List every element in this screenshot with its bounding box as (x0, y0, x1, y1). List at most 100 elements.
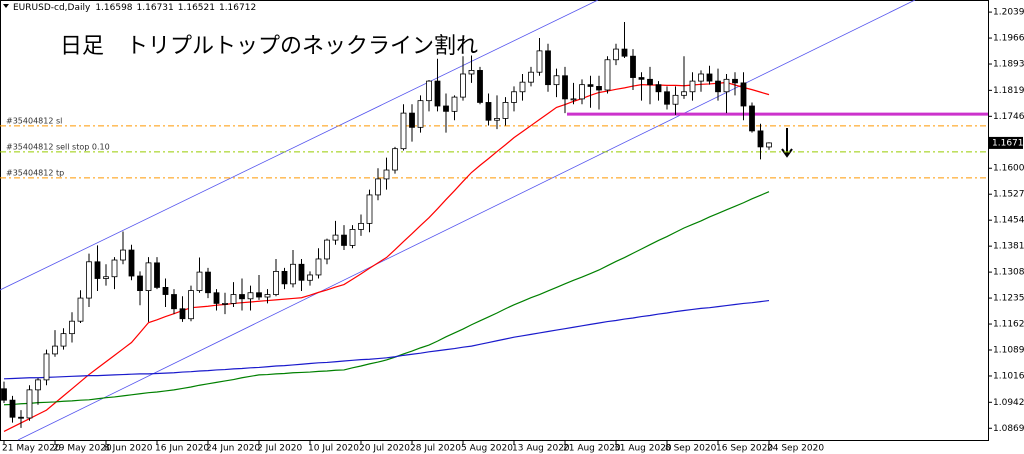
candle-body (341, 234, 347, 246)
candle-body (621, 48, 628, 57)
candle-body (519, 81, 526, 93)
candle-body (264, 294, 271, 298)
candle-body (485, 102, 492, 121)
candle-body (171, 294, 177, 310)
candle-body (596, 86, 602, 91)
x-tick-label: 8 Sep 2020 (665, 444, 717, 454)
y-tick-label: 1.13080 (993, 268, 1024, 278)
candle-body (94, 261, 101, 279)
candle-body (332, 234, 339, 241)
menu-arrow (3, 4, 9, 8)
x-tick-label: 5 Aug 2020 (461, 444, 513, 454)
candle-body (451, 96, 458, 112)
y-tick-label: 1.16000 (993, 164, 1024, 174)
candle-body (613, 48, 619, 61)
candle-body (188, 290, 194, 320)
candle-body (162, 287, 169, 295)
candle-body (434, 80, 441, 107)
candle-body (689, 80, 696, 93)
candle-body (26, 389, 33, 419)
moving-average (3, 299, 770, 380)
x-tick-label: 8 Jun 2020 (104, 444, 153, 454)
candle-body (324, 239, 330, 260)
candle-body (494, 118, 500, 121)
x-tick-label: 21 Aug 2020 (563, 444, 621, 454)
candle-body (290, 263, 296, 285)
x-tick-label: 10 Jul 2020 (308, 444, 359, 454)
candle-body (672, 94, 679, 105)
candle-body (647, 78, 653, 86)
price-label: 1.16712 (992, 138, 1024, 148)
x-tick-label: 29 May 2020 (53, 444, 112, 454)
x-tick-label: 13 Aug 2020 (512, 444, 570, 454)
y-tick-label: 1.14540 (993, 216, 1024, 226)
candle-body (366, 194, 373, 224)
candle-body (375, 178, 381, 196)
candle-body (111, 259, 118, 278)
candle-body (443, 105, 449, 112)
candle-body (103, 276, 109, 279)
y-tick-label: 1.11620 (993, 320, 1024, 330)
candle-body (179, 308, 186, 320)
candle-body (69, 320, 75, 335)
candle-body (766, 142, 772, 148)
candle-body (417, 100, 424, 128)
candle-body (281, 270, 288, 285)
candle-body (392, 148, 398, 171)
candle-body (698, 73, 704, 82)
candle-body (230, 294, 237, 304)
candle-body (154, 262, 160, 288)
candle-body (43, 353, 50, 381)
candle-body (655, 84, 662, 93)
x-tick-label: 28 Jul 2020 (410, 444, 461, 454)
y-tick-label: 1.20390 (993, 8, 1024, 18)
x-tick-label: 20 Jul 2020 (359, 444, 410, 454)
y-tick-label: 1.09420 (993, 398, 1024, 408)
y-tick-label: 1.08690 (993, 424, 1024, 434)
y-tick-label: 1.17460 (993, 112, 1024, 122)
candle-body (120, 249, 126, 261)
low: 1.16521 (178, 3, 215, 13)
candle-body (315, 258, 322, 276)
candle-body (740, 82, 747, 107)
x-tick-label: 21 May 2020 (2, 444, 61, 454)
candle-body (409, 112, 415, 128)
candle-body (511, 91, 517, 103)
y-tick-label: 1.18930 (993, 60, 1024, 70)
candle-body (222, 303, 228, 305)
candle-body (196, 271, 203, 292)
candle-body (638, 77, 645, 80)
candle-body (358, 222, 364, 230)
candle-body (239, 294, 245, 300)
price-box (989, 136, 1023, 149)
candle-body (757, 130, 764, 148)
candle-body (383, 169, 390, 180)
candle-body (715, 80, 721, 93)
candle-body (349, 229, 356, 246)
candle-body (137, 275, 143, 292)
y-tick-label: 1.18190 (993, 86, 1024, 96)
order-level-label: #35404812 sl (6, 116, 62, 125)
candle-body (1, 388, 7, 401)
x-tick-label: 16 Jun 2020 (155, 444, 209, 454)
candle-body (400, 112, 407, 150)
candle-body (502, 102, 509, 119)
candle-body (732, 78, 738, 84)
x-tick-label: 31 Aug 2020 (614, 444, 672, 454)
candle-body (587, 84, 594, 87)
candle-body (664, 91, 670, 105)
candle-body (213, 292, 220, 304)
candle-body (35, 379, 41, 391)
candle-body (9, 399, 16, 418)
chart-title: 日足 トリプルトップのネックライン割れ (60, 34, 478, 59)
candle-body (77, 297, 84, 322)
candle-body (536, 50, 543, 73)
candle-body (630, 55, 636, 78)
close: 1.16712 (219, 3, 256, 13)
candle-body (604, 59, 611, 91)
symbol: EURUSD-cd,Daily (13, 3, 91, 13)
x-tick-label: 24 Jun 2020 (206, 444, 260, 454)
candle-body (18, 416, 24, 419)
candle-body (128, 249, 135, 277)
